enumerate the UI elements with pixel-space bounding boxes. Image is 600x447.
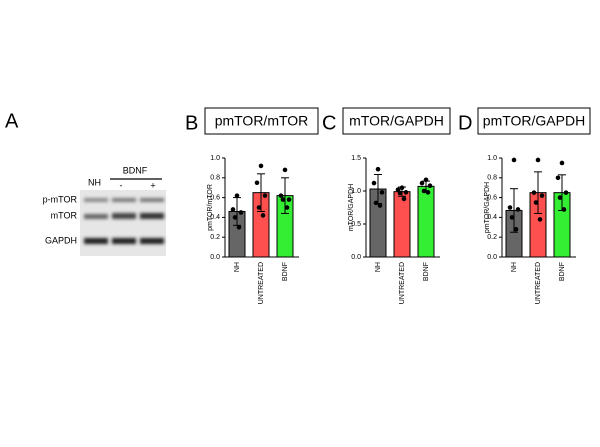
- bar: [393, 191, 411, 258]
- data-point: [515, 207, 521, 212]
- y-tick-label: 0.6: [210, 194, 220, 201]
- data-point: [282, 167, 288, 173]
- data-point: [373, 200, 379, 206]
- data-point: [379, 190, 385, 195]
- x-tick-label: BDNF: [282, 262, 289, 281]
- data-point: [286, 197, 292, 202]
- data-point: [262, 193, 268, 198]
- y-axis-label: pmTOR/GAPDH: [484, 182, 491, 233]
- data-point: [559, 160, 565, 166]
- data-point: [425, 190, 431, 195]
- title-box: [342, 107, 451, 135]
- y-tick-label: 0.4: [487, 214, 497, 221]
- y-axis-label: pmTOR/mTOR: [207, 184, 214, 231]
- title-box: [477, 107, 591, 135]
- y-tick-label: 1.0: [351, 188, 361, 195]
- y-tick-label: 0.4: [210, 214, 220, 221]
- x-tick-label: NH: [234, 262, 241, 272]
- data-point: [397, 190, 403, 196]
- lane-label: NH: [88, 177, 101, 187]
- y-tick-label: 0.2: [210, 234, 220, 241]
- x-tick-label: BDNF: [559, 262, 566, 281]
- data-point: [258, 163, 264, 169]
- data-point: [260, 213, 266, 218]
- y-axis-label: mTOR/GAPDH: [348, 184, 355, 231]
- data-point: [513, 226, 519, 232]
- data-point: [377, 203, 383, 208]
- x-tick-label: NH: [375, 262, 382, 272]
- data-point: [509, 215, 515, 220]
- data-point: [531, 190, 537, 195]
- data-point: [427, 183, 433, 189]
- y-tick-label: 1.5: [351, 155, 361, 162]
- data-point: [421, 188, 427, 194]
- bands: [84, 198, 164, 244]
- data-point: [238, 210, 244, 215]
- data-point: [537, 217, 543, 222]
- data-point: [375, 166, 381, 172]
- data-point: [563, 190, 569, 195]
- data-point: [533, 200, 539, 205]
- y-tick-label: 0.8: [487, 175, 497, 182]
- y-tick-label: 0.0: [210, 254, 220, 261]
- data-point: [230, 207, 236, 212]
- row-label: GAPDH: [45, 235, 77, 245]
- chart-title: pmTOR/GAPDH: [483, 113, 585, 129]
- data-point: [399, 185, 405, 190]
- data-point: [232, 215, 238, 220]
- data-point: [254, 180, 260, 186]
- panel-label: D: [458, 112, 472, 134]
- data-point: [561, 207, 567, 212]
- y-tick-label: 1.0: [210, 155, 220, 162]
- data-point: [557, 195, 563, 200]
- data-point: [256, 205, 262, 210]
- lane-label: -: [120, 180, 123, 190]
- data-point: [371, 180, 377, 186]
- y-tick-label: 0.5: [351, 221, 361, 228]
- data-point: [555, 175, 561, 181]
- x-tick-label: BDNF: [423, 262, 430, 281]
- y-tick-label: 1.0: [487, 155, 497, 162]
- data-point: [401, 196, 407, 202]
- data-point: [535, 157, 541, 163]
- data-point: [278, 193, 284, 198]
- title-box: [204, 107, 319, 135]
- data-point: [234, 193, 240, 198]
- bar: [417, 185, 435, 258]
- data-point: [423, 177, 429, 183]
- data-point: [539, 193, 545, 198]
- row-label: mTOR: [51, 210, 78, 220]
- x-tick-label: UNTREATED: [535, 262, 542, 304]
- chart-title: pmTOR/mTOR: [215, 113, 309, 129]
- y-tick-label: 0.6: [487, 194, 497, 201]
- x-tick-label: UNTREATED: [399, 262, 406, 304]
- y-tick-label: 0.8: [210, 175, 220, 182]
- blot-image: [80, 190, 166, 256]
- lane-label: +: [150, 180, 155, 190]
- data-point: [284, 205, 290, 210]
- y-tick-label: 0.0: [487, 254, 497, 261]
- data-point: [236, 225, 242, 230]
- x-tick-label: NH: [511, 262, 518, 272]
- data-point: [507, 205, 513, 210]
- row-label: p-mTOR: [43, 194, 78, 204]
- data-point: [395, 187, 401, 192]
- data-point: [419, 180, 425, 186]
- group-label: BDNF: [123, 165, 148, 175]
- panel-label: B: [185, 112, 198, 134]
- panel-label: C: [322, 112, 336, 134]
- chart-title: mTOR/GAPDH: [349, 113, 444, 129]
- y-tick-label: 0.2: [487, 234, 497, 241]
- data-point: [403, 190, 409, 195]
- data-point: [280, 197, 286, 202]
- panel-label: A: [5, 110, 19, 132]
- y-tick-label: 0.0: [351, 254, 361, 261]
- x-tick-label: UNTREATED: [258, 262, 265, 304]
- data-point: [511, 157, 517, 163]
